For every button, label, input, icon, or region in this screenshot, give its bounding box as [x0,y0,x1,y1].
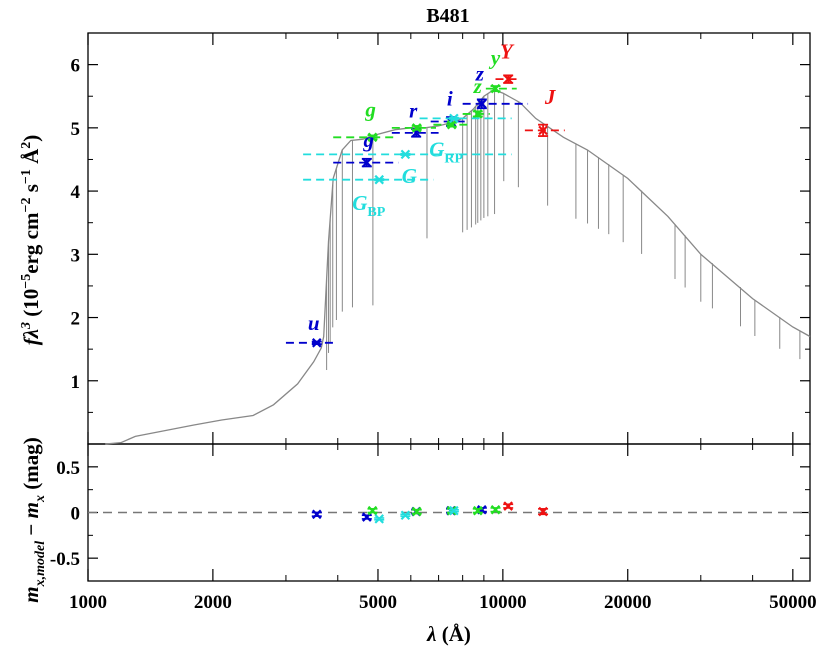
residual-point-G_BP [374,514,385,524]
chart-title: B481 [426,5,469,27]
bottom-y-tick-label: -0.5 [50,549,80,570]
residual-marker [311,509,322,520]
top-y-tick-label: 6 [71,56,81,77]
data-marker [446,119,457,130]
residual-point-z [472,505,483,516]
photometry-point-z [462,109,490,119]
bottom-y-tick-label: 0 [71,504,81,525]
data-marker [538,125,548,136]
residual-point-u [311,509,322,520]
bottom-y-axis-label: mx,model − mx (mag) [19,437,48,602]
x-tick-label: 1000 [69,592,107,613]
photometry-point-u [285,338,338,348]
data-marker [400,149,411,160]
residual-point-y [490,504,501,515]
photometry-point-z [462,98,529,110]
residual-point-J [538,506,549,517]
photometry-point-g [333,132,396,143]
data-marker [362,157,372,168]
residual-marker [446,505,457,516]
x-tick-label: 50000 [769,592,817,613]
residual-point-G_RP [448,505,459,516]
band-label-G-BP: GBP [352,191,386,220]
top-y-tick-label: 3 [71,245,81,266]
photometry-point-i [433,119,470,130]
photometry-point-G [303,149,512,160]
top-y-tick-label: 2 [71,309,81,330]
residual-point-g [367,505,378,516]
residual-points [311,501,549,524]
band-label-z: z [473,74,483,98]
residual-marker [490,504,501,515]
photometry-point-g [333,157,399,168]
residual-marker [449,505,459,516]
residual-point-G [400,510,411,521]
photometry-point-Y [495,74,521,84]
data-marker [411,123,422,133]
photometry-point-G_BP [303,174,434,185]
photometry-points [285,74,565,348]
data-marker [449,113,459,124]
residual-marker [400,510,411,521]
residual-marker [374,514,385,524]
top-y-tick-label: 5 [71,119,81,140]
band-label-g: g [362,128,374,152]
photometry-point-J [524,123,565,137]
top-y-tick-label: 4 [71,182,81,203]
residual-marker [472,505,483,516]
photometry-point-r [391,123,437,133]
x-ticks: 1000 2000 5000 10000 20000 50000 [69,33,817,613]
data-marker [503,74,513,84]
top-y-axis-label: fλ3 (10−5erg cm−2 s−1 Å2) [19,135,43,346]
band-label-J: J [544,85,557,109]
bottom-ticks: 0.5 0 -0.5 [50,458,810,570]
band-label-z: z [475,61,485,85]
data-marker [367,132,378,143]
model-spectrum [105,89,811,445]
photometry-point-y [485,83,517,94]
residual-marker [538,506,548,517]
data-marker [477,99,487,109]
data-marker [374,174,385,185]
x-axis-label: λ (Å) [426,622,471,646]
bottom-y-tick-label: 0.5 [56,458,80,479]
top-y-ticks: 1 2 3 4 5 6 [71,56,810,413]
band-label-y: y [488,46,501,70]
band-label-i: i [447,87,453,111]
top-y-tick-label: 1 [71,372,81,393]
band-label-u: u [308,311,320,335]
residual-point-r [411,506,422,517]
x-tick-label: 10000 [479,592,527,613]
model-spectrum-line [105,89,811,445]
band-label-Y: Y [500,39,515,63]
data-marker [311,338,322,348]
residual-marker [411,506,422,517]
band-label-r: r [409,99,418,123]
x-tick-label: 2000 [194,592,232,613]
data-marker [490,83,501,94]
residual-marker [367,505,378,516]
residual-marker [503,501,513,511]
x-tick-label: 20000 [604,592,652,613]
band-label-g: g [364,97,376,121]
residual-point-Y [503,501,514,511]
x-tick-label: 5000 [359,592,397,613]
photometry-point-G_RP [419,113,512,124]
band-label-G-RP: GRP [429,137,463,166]
data-marker [472,109,483,119]
band-label-G: G [402,164,417,188]
